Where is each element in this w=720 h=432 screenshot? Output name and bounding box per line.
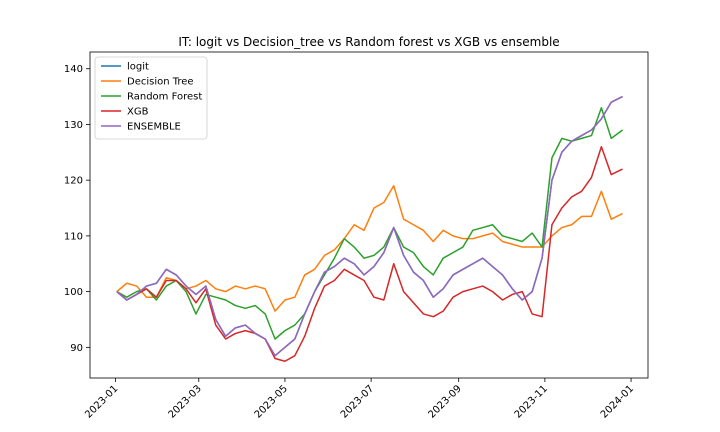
y-tick-label: 90: [70, 343, 83, 354]
series-line-3: [116, 145, 623, 363]
series-line-4: [116, 95, 623, 357]
plot-area: [116, 95, 624, 363]
chart-title: IT: logit vs Decision_tree vs Random for…: [178, 35, 559, 49]
y-tick-label: 140: [64, 64, 83, 75]
legend-box: [94, 56, 208, 140]
series-line-1: [116, 184, 623, 312]
legend-label: ENSEMBLE: [127, 122, 181, 133]
y-tick-label: 110: [64, 231, 83, 242]
legend-label: logit: [127, 62, 149, 73]
legend: logit Decision Tree Random Forest XGB ENSEMB…: [94, 56, 208, 140]
y-tick-label: 100: [64, 287, 83, 298]
legend-label: Random Forest: [127, 92, 202, 103]
legend-label: XGB: [127, 107, 149, 118]
series-line-2: [116, 106, 624, 340]
y-tick-label: 120: [64, 176, 83, 187]
y-tick-label: 130: [64, 120, 83, 131]
axes-frame: [89, 51, 649, 379]
legend-label: Decision Tree: [127, 77, 194, 88]
